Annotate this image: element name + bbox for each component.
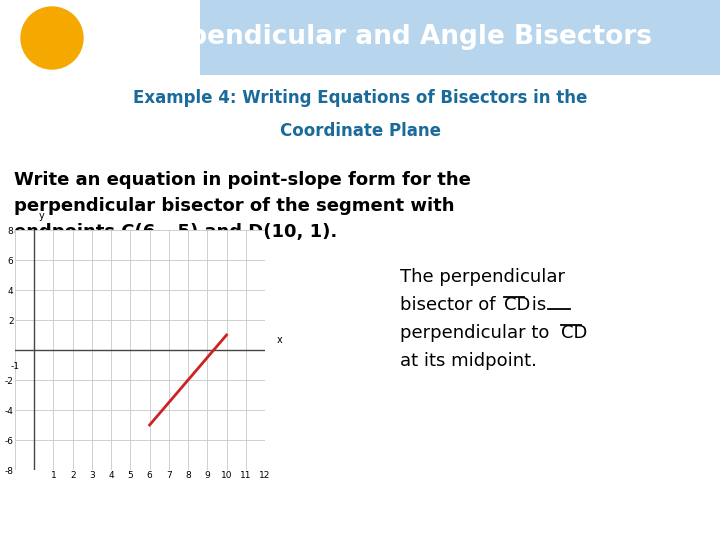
Text: CD: CD <box>137 257 163 275</box>
Text: is: is <box>526 296 546 314</box>
Text: Perpendicular and Angle Bisectors: Perpendicular and Angle Bisectors <box>138 24 652 50</box>
Text: Step 1: Step 1 <box>14 257 79 275</box>
Text: Holt McDougal Geometry: Holt McDougal Geometry <box>10 516 185 530</box>
Ellipse shape <box>21 7 83 69</box>
Text: x: x <box>276 335 282 345</box>
Text: CD: CD <box>561 324 588 342</box>
Text: -1: -1 <box>11 362 19 371</box>
Text: at its midpoint.: at its midpoint. <box>400 352 537 370</box>
Text: Copyright © by Holt Mc Dougal. All Rights Reserved.: Copyright © by Holt Mc Dougal. All Right… <box>453 518 710 528</box>
Text: .: . <box>158 257 163 275</box>
Text: Graph: Graph <box>82 257 138 275</box>
Text: perpendicular to: perpendicular to <box>400 324 555 342</box>
Text: Coordinate Plane: Coordinate Plane <box>279 122 441 140</box>
Text: perpendicular bisector of the segment with: perpendicular bisector of the segment wi… <box>14 197 454 215</box>
Text: bisector of: bisector of <box>400 296 501 314</box>
Text: Write an equation in point-slope form for the: Write an equation in point-slope form fo… <box>14 171 471 189</box>
Text: y: y <box>39 211 45 221</box>
Text: CD: CD <box>504 296 531 314</box>
Text: Example 4: Writing Equations of Bisectors in the: Example 4: Writing Equations of Bisector… <box>132 89 588 107</box>
Bar <box>200 0 720 75</box>
Text: endpoints C(6, –5) and D(10, 1).: endpoints C(6, –5) and D(10, 1). <box>14 223 337 241</box>
Text: The perpendicular: The perpendicular <box>400 268 565 286</box>
